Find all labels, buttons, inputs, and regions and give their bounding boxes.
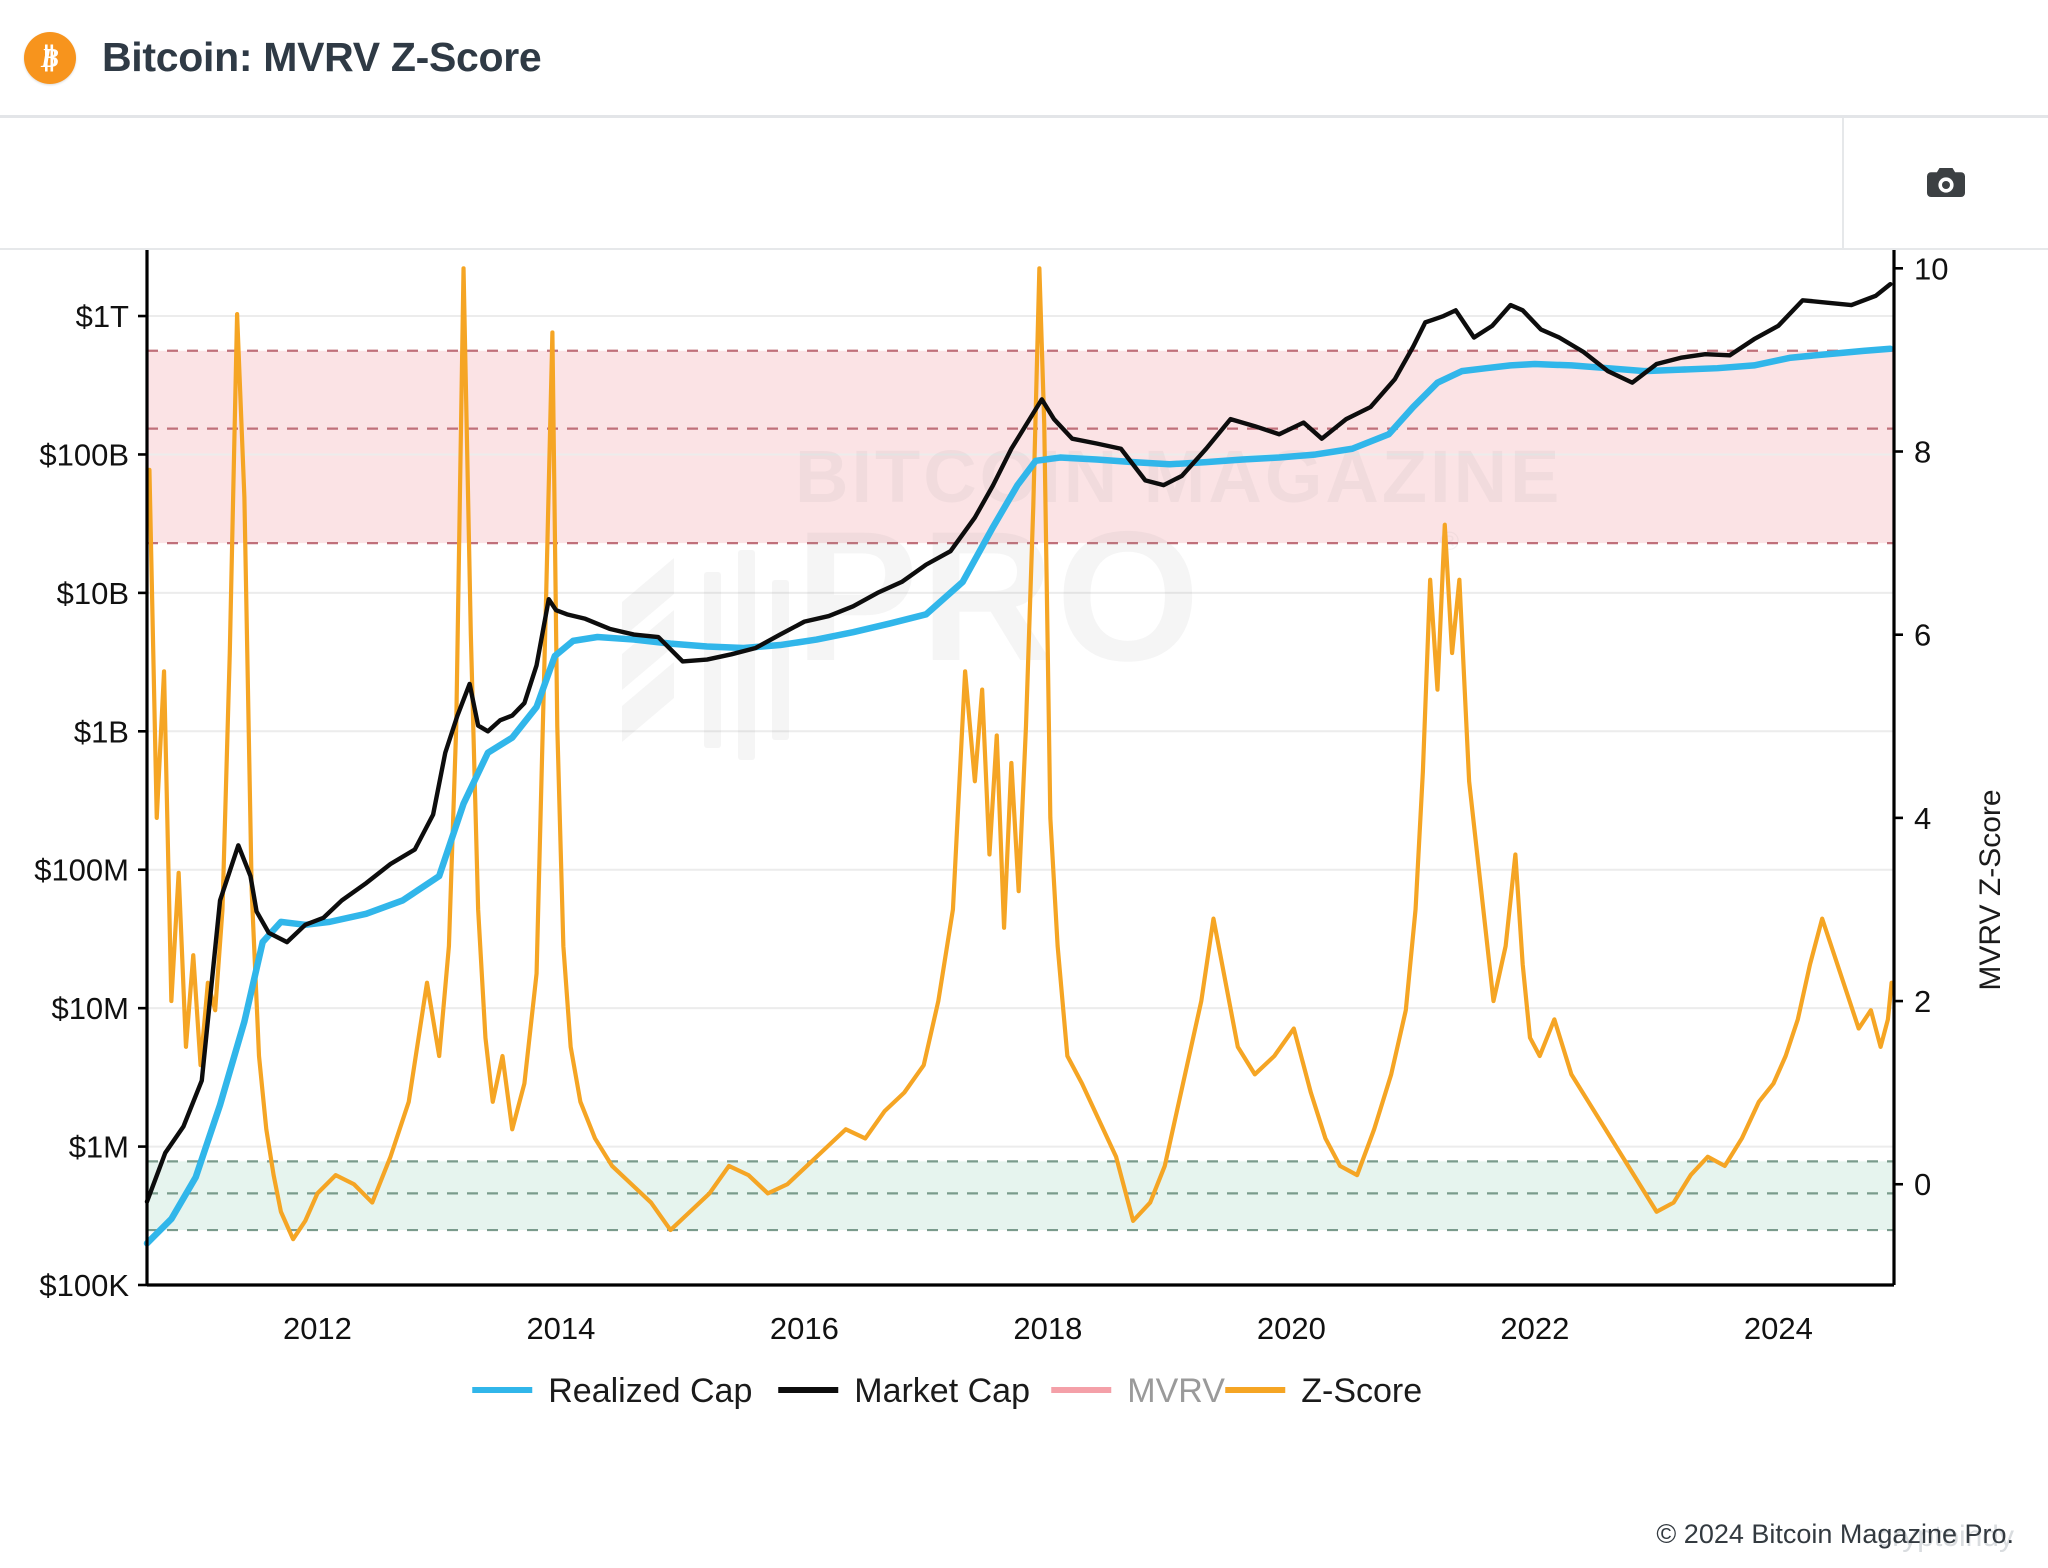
legend-label: Market Cap [854,1372,1030,1410]
undervalued-zone [147,1161,1894,1231]
legend-label: Z-Score [1301,1372,1422,1410]
legend-label: Realized Cap [548,1372,752,1410]
axes [145,250,1896,1287]
svg-text:B: B [40,43,59,73]
toolbar-spacer [0,118,1842,248]
chart-toolbar [0,118,2048,250]
legend-item-realized-cap[interactable]: Realized Cap [472,1372,752,1410]
tick-label: $10M [51,991,129,1026]
legend-item-mvrv[interactable]: MVRV [1051,1372,1225,1410]
chart-legend[interactable]: Realized Cap Market Cap MVRV Z-Score [472,1372,1422,1410]
save-image-button[interactable] [1923,160,1969,206]
chart-container: BITCOIN MAGAZINE PRO ® $100K $1M $10M $100M… [0,250,2048,1490]
tick-label: $100B [39,437,129,472]
tick-label: 10 [1914,251,1948,286]
tick-label: $1B [74,714,129,749]
camera-icon [1927,168,1965,197]
tick-label: 2022 [1500,1311,1569,1346]
tick-label: $10B [57,576,129,611]
mvrv-zscore-chart: BITCOIN MAGAZINE PRO ® $100K$1M$10M$100M… [34,250,2007,1410]
tick-label: 2024 [1744,1311,1813,1346]
tick-label: 4 [1914,801,1931,836]
copyright-text: © 2024 Bitcoin Magazine Pro. [1656,1519,2014,1549]
series-z-score [147,266,1894,1242]
overvalued-zone [147,350,1894,544]
tick-label: 2018 [1013,1311,1082,1346]
legend-label: MVRV [1127,1372,1225,1410]
tick-label: 2016 [770,1311,839,1346]
page-header: B Bitcoin: MVRV Z-Score [0,0,2048,118]
tick-label: $100M [34,853,129,888]
threshold-bands [147,349,1894,1232]
toolbar-camera-cell[interactable] [1842,118,2048,248]
tick-label: $1M [69,1130,129,1165]
tick-label: 2 [1914,984,1931,1019]
right-axis-title: MVRV Z-Score [1974,789,2007,990]
legend-item-market-cap[interactable]: Market Cap [778,1372,1030,1410]
tick-label: 2012 [283,1311,352,1346]
series-realized-cap [143,345,1894,1247]
tick-labels: $100K $1M $10M $100M $1B $10B $100B $1T 0 2 4 6 8 10 2… [34,251,1948,1346]
tick-label: 6 [1914,618,1931,653]
bitcoin-icon: B [24,31,76,84]
data-series [143,266,1894,1247]
tick-label: $1T [76,299,129,334]
legend-item-z-score[interactable]: Z-Score [1225,1372,1422,1410]
tick-label: 2014 [526,1311,595,1346]
tick-label: 2020 [1257,1311,1326,1346]
tick-label: 0 [1914,1167,1931,1202]
series-market-cap [144,281,1893,1204]
tick-label: 8 [1914,435,1931,470]
page-title: Bitcoin: MVRV Z-Score [102,34,542,80]
watermark-line2: PRO [795,494,1202,700]
tick-label: $100K [39,1268,129,1303]
